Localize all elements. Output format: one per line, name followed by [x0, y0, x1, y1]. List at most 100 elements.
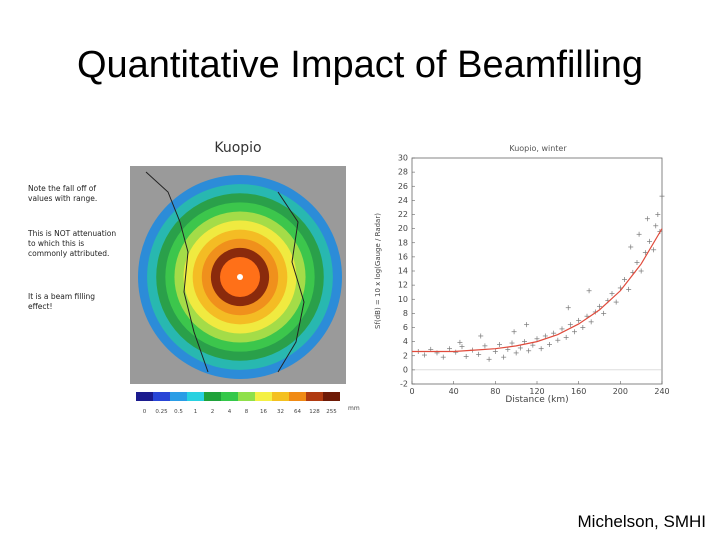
note-falloff: Note the fall off of values with range.	[28, 184, 98, 203]
data-point	[551, 330, 557, 336]
scale-swatch	[153, 392, 170, 401]
radar-color-scale: 0 0.25 0.5 1 2 4 8 16 32 64 128 255	[136, 392, 340, 415]
scale-swatch	[221, 392, 238, 401]
data-point	[655, 212, 661, 217]
scale-tick-label: 0	[143, 409, 147, 415]
y-tick-label: 2	[403, 351, 408, 360]
scale-swatch	[255, 392, 272, 401]
data-point	[572, 329, 577, 335]
data-point	[522, 339, 527, 345]
scale-swatch	[187, 392, 204, 401]
x-axis-label: Distance (km)	[505, 395, 568, 405]
y-tick-label: -2	[400, 380, 408, 389]
coastline-west	[145, 171, 209, 373]
data-point	[526, 348, 532, 354]
coastline-east	[277, 191, 305, 373]
data-point	[580, 325, 586, 330]
x-tick-label: 240	[654, 387, 669, 396]
data-point	[647, 238, 652, 244]
x-tick-label: 160	[571, 387, 586, 396]
scale-tick-label: 1	[194, 409, 198, 415]
y-tick-label: 22	[398, 210, 408, 219]
y-tick-label: 20	[398, 224, 408, 233]
data-point	[588, 319, 594, 325]
scale-swatch	[204, 392, 221, 401]
data-point	[597, 303, 602, 309]
data-point	[638, 268, 644, 274]
scale-tick-label: 128	[309, 409, 320, 415]
data-point	[659, 193, 665, 199]
data-point	[482, 343, 488, 349]
data-point	[447, 346, 452, 352]
x-axis-ticks: 0 40 80 120 160 200 240	[409, 381, 670, 396]
fit-curve	[412, 228, 663, 353]
data-point	[622, 276, 627, 282]
scale-tick-label: 64	[294, 409, 301, 415]
y-axis-label: Sf(dB) = 10 x log(Gauge / Radar)	[374, 213, 382, 329]
data-point	[530, 342, 536, 348]
x-tick-label: 200	[613, 387, 628, 396]
data-point	[559, 326, 565, 332]
scale-swatch	[136, 392, 153, 401]
scale-tick-label: 32	[277, 409, 284, 415]
x-tick-label: 120	[529, 387, 544, 396]
data-point	[440, 354, 446, 360]
y-tick-label: 30	[398, 154, 408, 163]
scale-tick-label: 8	[245, 409, 249, 415]
data-point	[626, 286, 632, 292]
data-point	[422, 352, 427, 358]
scale-tick-label: 16	[260, 409, 267, 415]
x-tick-label: 80	[490, 387, 500, 396]
scale-tick-label: 2	[211, 409, 215, 415]
data-point	[509, 340, 515, 346]
scale-swatch	[306, 392, 323, 401]
data-points	[415, 193, 665, 362]
radar-site-marker	[237, 274, 243, 280]
data-point	[563, 334, 569, 340]
data-point	[642, 250, 648, 256]
scale-unit-label: mm	[348, 405, 360, 412]
y-tick-label: 14	[398, 267, 408, 276]
data-point	[538, 346, 544, 352]
scale-swatch	[238, 392, 255, 401]
scale-tick-label: 255	[326, 409, 337, 415]
y-tick-label: 24	[398, 196, 408, 205]
data-point	[453, 349, 459, 355]
data-point	[586, 288, 592, 294]
y-tick-label: 6	[403, 323, 408, 332]
slide-title: Quantitative Impact of Beamfilling	[76, 44, 644, 86]
data-point	[476, 351, 482, 357]
scale-tick-label: 4	[228, 409, 232, 415]
data-point	[609, 291, 615, 297]
scale-swatch	[289, 392, 306, 401]
radar-map-svg: Kuopio 0 0.25 0.5 1 2 4 8 16 32 64 128 255 mm	[130, 140, 360, 415]
data-point	[628, 244, 634, 250]
radar-map-panel: Kuopio 0 0.25 0.5 1 2 4 8 16 32 64 128 255 mm	[128, 132, 360, 424]
data-point	[576, 317, 582, 323]
data-point	[478, 333, 484, 339]
data-point	[547, 341, 552, 347]
data-point	[463, 353, 469, 359]
y-tick-label: 16	[398, 252, 408, 261]
data-point	[542, 333, 548, 339]
scatter-plot-svg: Kuopio, winter -202468101214161820222426…	[374, 144, 670, 405]
credit: Michelson, SMHI	[577, 512, 706, 531]
x-tick-label: 40	[449, 387, 459, 396]
data-point	[567, 322, 573, 328]
scale-swatch	[170, 392, 187, 401]
data-point	[524, 322, 530, 328]
data-point	[613, 299, 619, 305]
data-point	[457, 339, 463, 345]
y-tick-label: 28	[398, 168, 408, 177]
data-point	[555, 337, 561, 343]
y-tick-label: 12	[398, 281, 408, 290]
data-point	[517, 345, 523, 351]
scatter-plot-panel: Kuopio, winter -2 0 2 4 6 8 10 12 14 16 18 20 22 24 26…	[366, 140, 672, 408]
scale-swatch	[323, 392, 340, 401]
scale-tick-label: 0.25	[155, 409, 168, 415]
data-point	[644, 216, 650, 222]
y-tick-label: 18	[398, 238, 408, 247]
data-point	[534, 336, 540, 342]
data-point	[653, 223, 659, 229]
